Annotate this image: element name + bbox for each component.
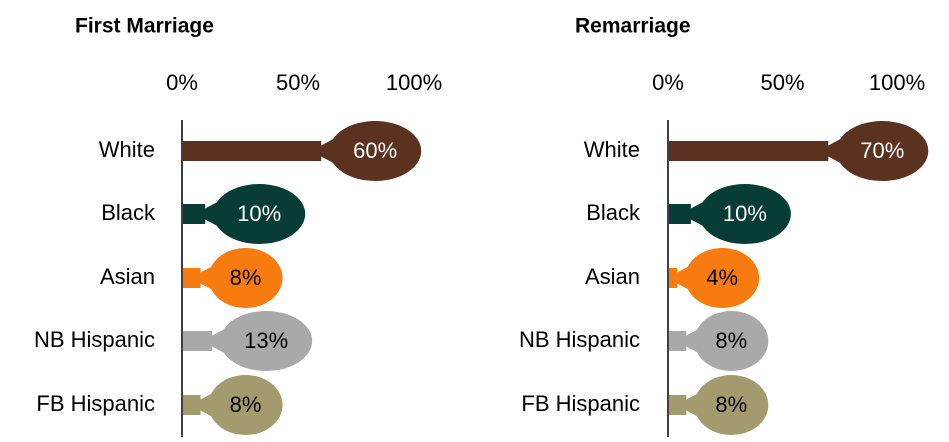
chart-title: Remarriage [575, 15, 691, 38]
category-label: Black [101, 200, 156, 225]
category-label: FB Hispanic [521, 391, 640, 416]
category-label: NB Hispanic [519, 327, 640, 352]
x-tick-label: 0% [652, 70, 684, 95]
category-label: FB Hispanic [36, 391, 155, 416]
bar [183, 395, 201, 415]
bubble [694, 375, 769, 435]
x-tick-label: 0% [166, 70, 198, 95]
bar [669, 141, 829, 161]
value-label: 4% [706, 265, 738, 290]
bubble [694, 311, 769, 371]
category-label: Asian [100, 264, 155, 289]
bar [669, 331, 687, 351]
value-label: 10% [723, 201, 767, 226]
bar [183, 141, 322, 161]
x-tick-label: 100% [869, 70, 925, 95]
value-label: 70% [860, 138, 904, 163]
x-tick-label: 50% [760, 70, 804, 95]
bubble [208, 248, 283, 308]
value-label: 8% [230, 265, 262, 290]
bubble [698, 184, 791, 244]
category-label: NB Hispanic [34, 327, 155, 352]
bubble [213, 184, 306, 244]
value-label: 8% [715, 392, 747, 417]
category-label: Black [586, 200, 641, 225]
bar [669, 204, 691, 224]
category-label: White [584, 137, 640, 162]
bar [669, 268, 678, 288]
bar [183, 204, 206, 224]
value-label: 8% [715, 328, 747, 353]
value-label: 60% [353, 138, 397, 163]
bar [183, 331, 213, 351]
bubble [208, 375, 283, 435]
value-label: 8% [230, 392, 262, 417]
bar [183, 268, 201, 288]
x-tick-label: 100% [386, 70, 442, 95]
bubble [329, 121, 422, 181]
value-label: 13% [244, 328, 288, 353]
bubble [836, 121, 929, 181]
x-tick-label: 50% [276, 70, 320, 95]
value-label: 10% [237, 201, 281, 226]
category-label: White [99, 137, 155, 162]
category-label: Asian [585, 264, 640, 289]
chart-title: First Marriage [75, 15, 214, 38]
bubble [685, 248, 760, 308]
bar [669, 395, 687, 415]
bubble [220, 311, 313, 371]
